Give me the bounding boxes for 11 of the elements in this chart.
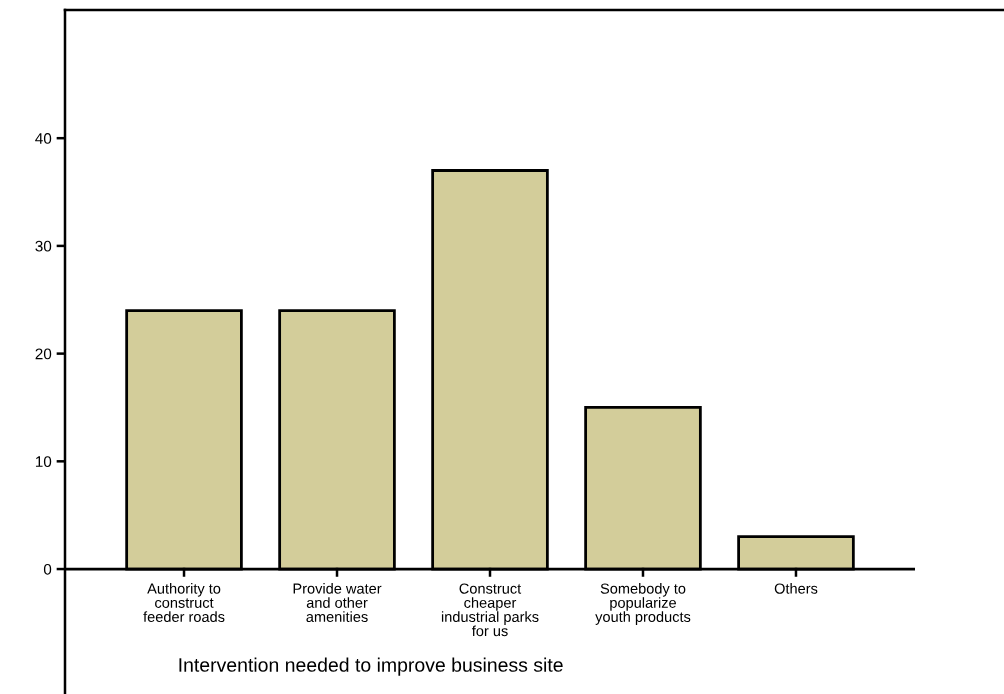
x-tick-label: Provide water and other amenities	[293, 583, 382, 623]
x-tick-label: Construct cheaper industrial parks for us	[441, 583, 539, 637]
x-tick-label: Somebody to popularize youth products	[595, 583, 691, 625]
x-tick-label: Others	[774, 583, 818, 594]
y-tick-label: 30	[35, 240, 52, 252]
y-tick-label: 40	[35, 133, 52, 144]
x-tick-label: Authority to construct feeder roads	[143, 583, 225, 623]
y-tick-label: 10	[35, 456, 52, 468]
y-tick-label: 0	[43, 563, 52, 575]
x-axis-title: Intervention needed to improve business site	[179, 657, 563, 676]
y-tick-label: 20	[35, 348, 52, 360]
